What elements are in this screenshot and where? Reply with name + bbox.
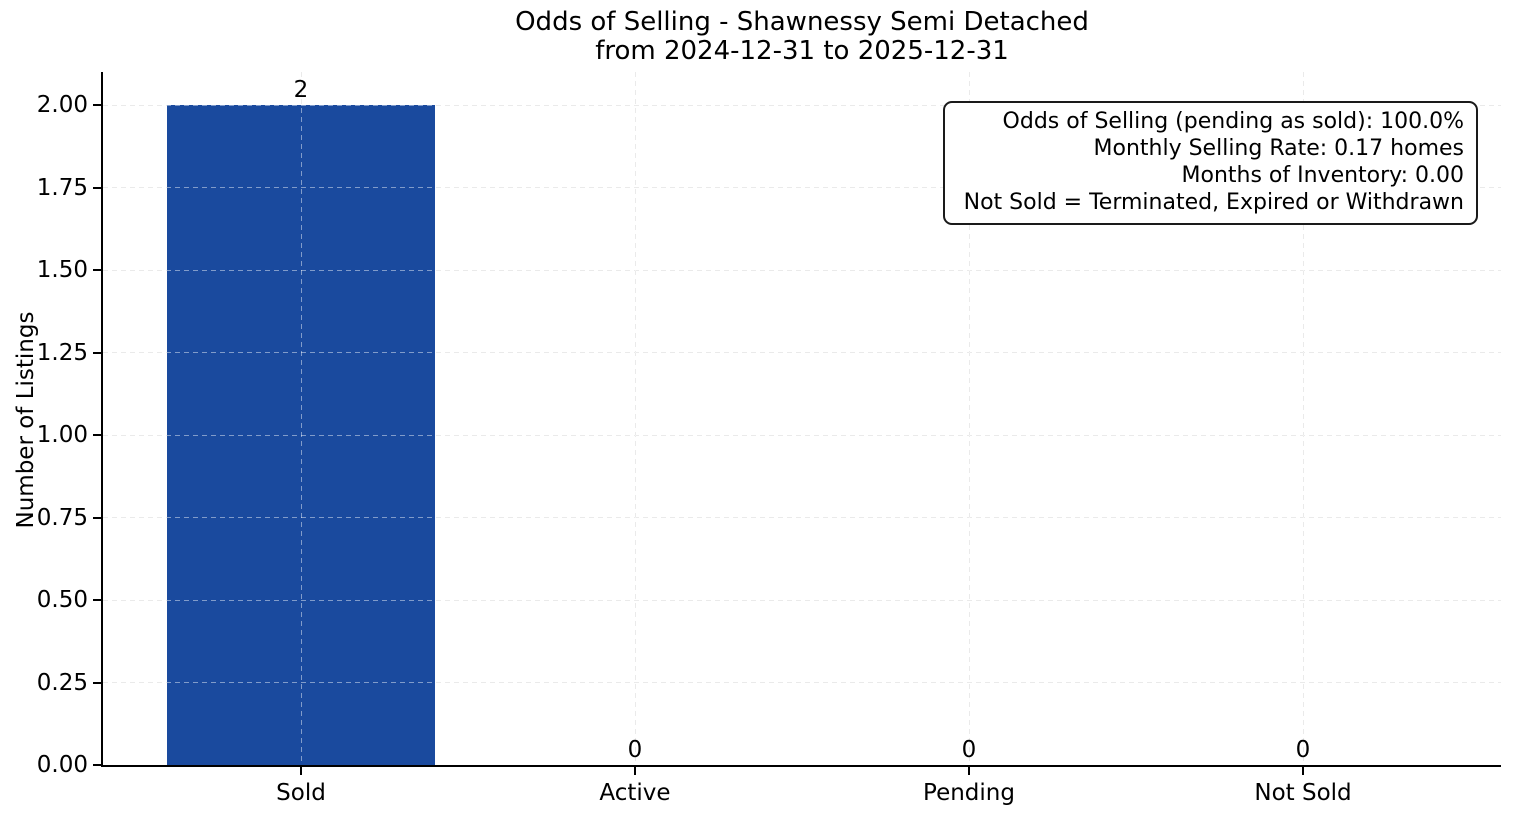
- bar-value-label-not-sold: 0: [1295, 737, 1311, 763]
- gridline-horizontal: [103, 517, 1501, 518]
- chart-title-line2: from 2024-12-31 to 2025-12-31: [595, 36, 1009, 66]
- gridline-horizontal-overlay: [103, 352, 1501, 353]
- gridline-horizontal: [103, 434, 1501, 436]
- y-tick: [93, 516, 101, 519]
- y-tick: [93, 681, 101, 684]
- y-tick-label: 0.50: [36, 587, 88, 613]
- bar-value-label-active: 0: [627, 737, 643, 763]
- gridline-horizontal: [103, 269, 1501, 271]
- gridline-horizontal-overlay: [103, 682, 1501, 683]
- stat-not-sold-definition: Not Sold = Terminated, Expired or Withdr…: [963, 190, 1464, 215]
- y-tick-label: 1.50: [36, 257, 88, 283]
- gridline-vertical-overlay: [968, 72, 970, 765]
- y-tick-label: 0.75: [36, 504, 88, 531]
- y-tick-label: 1.75: [36, 174, 88, 201]
- gridline-vertical: [968, 72, 970, 765]
- gridline-horizontal: [103, 187, 1501, 188]
- x-tick-label-sold: Sold: [276, 780, 326, 806]
- gridline-vertical-overlay: [634, 72, 636, 765]
- y-tick-label: 0.25: [36, 669, 88, 696]
- y-tick-label: 2.00: [36, 92, 88, 118]
- x-tick: [1302, 767, 1304, 775]
- gridline-horizontal-overlay: [103, 187, 1501, 188]
- y-tick: [93, 351, 101, 354]
- stat-odds-of-selling: Odds of Selling (pending as sold): 100.0…: [1002, 109, 1464, 134]
- gridline-horizontal-overlay: [103, 269, 1501, 271]
- y-tick-label: 1.25: [36, 339, 88, 366]
- gridline-horizontal: [103, 104, 1501, 106]
- y-axis-spine: [101, 72, 103, 767]
- gridline-horizontal: [103, 599, 1501, 601]
- y-tick-label: 0.00: [36, 752, 88, 778]
- stat-months-of-inventory: Months of Inventory: 0.00: [1181, 163, 1464, 188]
- bar-value-label-sold: 2: [293, 77, 309, 103]
- gridline-horizontal-overlay: [103, 434, 1501, 436]
- bar-sold: [167, 105, 435, 765]
- y-tick: [93, 434, 101, 436]
- x-tick-label-not-sold: Not Sold: [1254, 780, 1352, 806]
- x-tick-label-active: Active: [599, 780, 671, 806]
- gridline-horizontal-overlay: [103, 599, 1501, 601]
- gridline-vertical: [1302, 72, 1304, 765]
- x-axis-spine: [101, 765, 1501, 767]
- x-tick: [634, 767, 636, 775]
- gridline-vertical-overlay: [1302, 72, 1304, 765]
- stat-monthly-selling-rate: Monthly Selling Rate: 0.17 homes: [1093, 136, 1464, 161]
- x-tick: [968, 767, 970, 775]
- y-tick: [93, 186, 101, 189]
- bar-value-label-pending: 0: [961, 737, 977, 763]
- chart-title-line1: Odds of Selling - Shawnessy Semi Detache…: [515, 7, 1089, 37]
- gridline-horizontal-overlay: [103, 517, 1501, 518]
- y-tick-label: 1.00: [36, 422, 88, 448]
- gridline-vertical: [634, 72, 636, 765]
- y-tick: [93, 764, 101, 766]
- gridline-horizontal-overlay: [103, 104, 1501, 106]
- x-tick-label-pending: Pending: [923, 780, 1015, 806]
- gridline-horizontal: [103, 682, 1501, 683]
- gridline-vertical-overlay: [300, 72, 302, 765]
- chart-title: Odds of Selling - Shawnessy Semi Detache…: [103, 8, 1501, 66]
- stats-annotation-box: Odds of Selling (pending as sold): 100.0…: [943, 101, 1478, 225]
- y-tick: [93, 104, 101, 106]
- gridline-horizontal: [103, 352, 1501, 353]
- x-tick: [300, 767, 302, 775]
- y-tick: [93, 599, 101, 601]
- y-tick: [93, 269, 101, 271]
